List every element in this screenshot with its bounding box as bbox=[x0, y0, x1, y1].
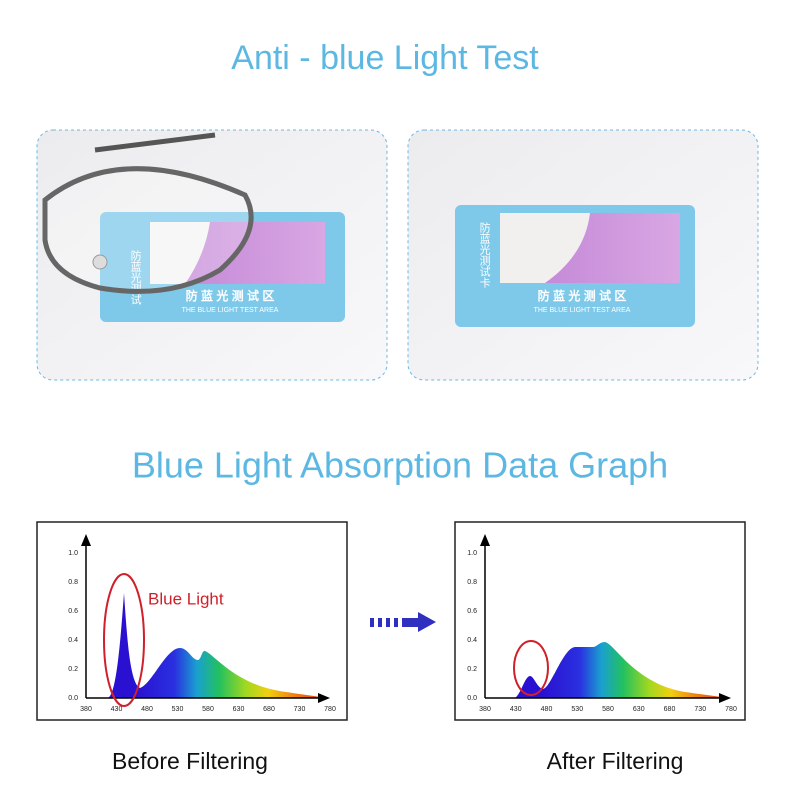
x-tick-label: 780 bbox=[324, 706, 336, 713]
x-tick-label: 680 bbox=[664, 706, 676, 713]
y-tick-label: 0.2 bbox=[467, 666, 477, 673]
glasses-temple bbox=[94, 132, 216, 153]
section-title: Blue Light Absorption Data Graph bbox=[132, 445, 668, 486]
purple-area bbox=[545, 213, 680, 283]
highlight-ellipse bbox=[103, 573, 145, 707]
card-vertical: 防蓝光测试卡 bbox=[478, 221, 491, 288]
transition-arrow bbox=[370, 612, 436, 632]
y-tick-label: 0.4 bbox=[68, 637, 78, 644]
card-sublabel: THE BLUE LIGHT TEST AREA bbox=[534, 307, 631, 314]
photo-right: 防蓝光测试卡 防 蓝 光 测 试 区 THE BLUE LIGHT TEST A… bbox=[407, 129, 759, 381]
highlight-ellipse bbox=[513, 640, 549, 696]
spectrum bbox=[515, 642, 731, 698]
y-tick-label: 0.2 bbox=[68, 666, 78, 673]
x-tick-label: 730 bbox=[294, 706, 306, 713]
x-tick-label: 530 bbox=[172, 706, 184, 713]
x-tick-label: 580 bbox=[602, 706, 614, 713]
caption: Before Filtering bbox=[112, 748, 268, 774]
y-tick-label: 0.8 bbox=[68, 579, 78, 586]
y-tick-label: 0.8 bbox=[467, 579, 477, 586]
x-tick-label: 380 bbox=[479, 706, 491, 713]
x-tick-label: 430 bbox=[510, 706, 522, 713]
x-tick-label: 480 bbox=[541, 706, 553, 713]
x-tick-label: 430 bbox=[111, 706, 123, 713]
annotation: Blue Light bbox=[148, 589, 224, 608]
x-tick-label: 630 bbox=[633, 706, 645, 713]
y-tick-label: 1.0 bbox=[467, 550, 477, 557]
y-tick-label: 1.0 bbox=[68, 550, 78, 557]
x-tick-label: 730 bbox=[694, 706, 706, 713]
y-arrow bbox=[480, 534, 490, 546]
x-tick-label: 780 bbox=[725, 706, 737, 713]
card-label: 防 蓝 光 测 试 区 bbox=[538, 288, 627, 303]
card-label: 防 蓝 光 测 试 区 bbox=[186, 288, 275, 303]
y-tick-label: 0.0 bbox=[68, 695, 78, 702]
x-tick-label: 680 bbox=[263, 706, 275, 713]
y-arrow bbox=[81, 534, 91, 546]
y-tick-label: 0.0 bbox=[467, 695, 477, 702]
x-tick-label: 480 bbox=[141, 706, 153, 713]
x-tick-label: 380 bbox=[80, 706, 92, 713]
y-tick-label: 0.6 bbox=[467, 608, 477, 615]
title: Anti - blue Light Test bbox=[231, 39, 539, 77]
photo-left: 防蓝光测试 防 蓝 光 测 试 区 THE BLUE LIGHT TEST AR… bbox=[36, 129, 388, 381]
x-arrow bbox=[719, 693, 731, 703]
caption: After Filtering bbox=[547, 748, 684, 774]
nose-pad bbox=[92, 254, 108, 270]
y-tick-label: 0.6 bbox=[68, 608, 78, 615]
y-tick-label: 0.4 bbox=[467, 637, 477, 644]
x-tick-label: 530 bbox=[571, 706, 583, 713]
x-tick-label: 580 bbox=[202, 706, 214, 713]
x-arrow bbox=[318, 693, 330, 703]
x-tick-label: 630 bbox=[233, 706, 245, 713]
card-sublabel: THE BLUE LIGHT TEST AREA bbox=[182, 307, 279, 314]
spectrum bbox=[108, 593, 330, 698]
